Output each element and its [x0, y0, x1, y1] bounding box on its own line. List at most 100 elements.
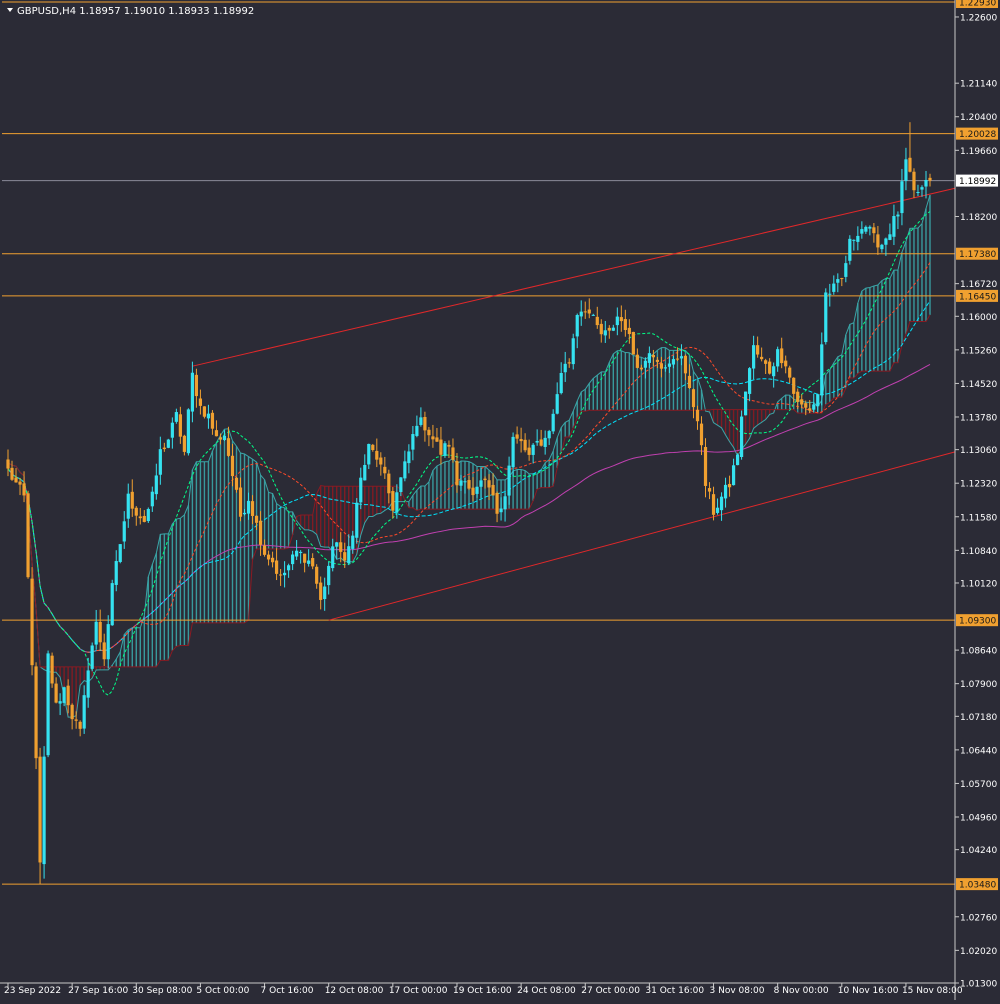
bull-candle	[479, 480, 483, 487]
bear-candle	[194, 374, 199, 397]
price-tick-label: 1.04240	[960, 846, 997, 856]
bear-candle	[780, 348, 784, 364]
bear-candle	[439, 439, 443, 455]
bull-candle	[463, 481, 467, 483]
bear-candle	[599, 323, 603, 335]
bull-candle	[335, 542, 339, 547]
bull-candle	[731, 465, 736, 486]
level-price-label: 1.09300	[959, 617, 996, 627]
price-tick-label: 1.21140	[960, 80, 997, 90]
bear-candle	[66, 685, 70, 706]
bear-candle	[218, 437, 223, 440]
bull-candle	[158, 449, 162, 475]
bull-candle	[174, 412, 178, 422]
bull-candle	[114, 561, 118, 585]
bear-candle	[703, 446, 708, 486]
bull-candle	[715, 507, 720, 513]
level-price-tag	[956, 878, 998, 891]
horizontal-levels[interactable]	[2, 1, 955, 885]
bull-candle	[359, 477, 363, 503]
bear-candle	[278, 574, 283, 576]
bear-candle	[78, 721, 82, 729]
bear-candle	[756, 345, 760, 355]
bull-candle	[575, 314, 579, 337]
bull-candle	[824, 292, 828, 343]
bear-candle	[138, 516, 142, 519]
bull-candle	[407, 451, 411, 464]
bull-candle	[475, 486, 479, 494]
bull-candle	[643, 360, 647, 368]
bear-candle	[383, 466, 387, 474]
price-tick-label: 1.06440	[960, 746, 997, 756]
bear-candle	[162, 447, 166, 450]
bear-candle	[655, 359, 660, 362]
bear-candle	[266, 554, 271, 560]
bull-candle	[735, 454, 740, 466]
bear-candle	[451, 447, 455, 460]
bull-candle	[323, 586, 327, 600]
bear-candle	[792, 377, 796, 394]
bear-candle	[796, 391, 800, 402]
bear-candle	[691, 389, 696, 408]
bear-candle	[142, 515, 146, 522]
moving-average-green	[7, 211, 931, 696]
bear-candle	[455, 461, 459, 486]
bull-candle	[395, 492, 399, 513]
bull-candle	[511, 436, 515, 468]
bear-candle	[760, 356, 764, 360]
bear-candle	[659, 363, 664, 369]
bull-candle	[351, 535, 355, 549]
symbol-dropdown-icon[interactable]	[7, 8, 13, 12]
time-tick-label: 10 Nov 16:00	[838, 986, 899, 996]
trend-channel[interactable]	[192, 187, 956, 621]
bull-candle	[331, 546, 335, 569]
bull-candle	[503, 496, 507, 510]
bear-candle	[303, 553, 307, 563]
bull-candle	[531, 444, 535, 455]
bull-candle	[667, 363, 672, 367]
bear-candle	[768, 361, 772, 374]
indicator-lines	[7, 211, 931, 696]
price-tick-label: 1.16720	[960, 280, 997, 290]
bear-candle	[487, 480, 491, 488]
bear-candle	[447, 444, 451, 447]
bull-candle	[860, 229, 864, 234]
bull-candle	[415, 425, 419, 436]
bull-candle	[772, 366, 776, 377]
bear-candle	[18, 481, 22, 485]
level-price-label: 1.16450	[959, 292, 996, 302]
channel-lower-line[interactable]	[328, 451, 956, 621]
bull-candle	[836, 279, 840, 283]
bear-candle	[928, 177, 932, 181]
bull-candle	[543, 437, 547, 447]
bull-candle	[347, 546, 351, 564]
price-tick-label: 1.10120	[960, 579, 997, 589]
bull-candle	[419, 417, 423, 425]
channel-upper-line[interactable]	[192, 187, 956, 367]
bear-candle	[631, 331, 635, 355]
bull-candle	[146, 508, 150, 522]
bull-candle	[122, 521, 126, 542]
bear-candle	[315, 566, 319, 584]
bear-candle	[30, 578, 34, 666]
bull-candle	[671, 359, 676, 365]
bear-candle	[623, 319, 627, 330]
bear-candle	[788, 367, 792, 378]
price-tick-label: 1.13060	[960, 446, 997, 456]
price-tick-label: 1.05700	[960, 780, 997, 790]
bull-candle	[170, 422, 174, 438]
bull-candle	[744, 391, 748, 416]
bear-candle	[675, 358, 680, 360]
bull-candle	[884, 238, 888, 245]
bull-candle	[411, 434, 415, 450]
bull-candle	[555, 394, 559, 414]
bull-candle	[126, 493, 130, 519]
bear-candle	[607, 327, 611, 331]
bull-candle	[559, 373, 563, 394]
price-axis: 1.22600 1.21140 1.20400 1.19660 1.18200 1.167…	[954, 0, 998, 1000]
bull-candle	[154, 475, 158, 495]
bear-candle	[375, 450, 379, 460]
